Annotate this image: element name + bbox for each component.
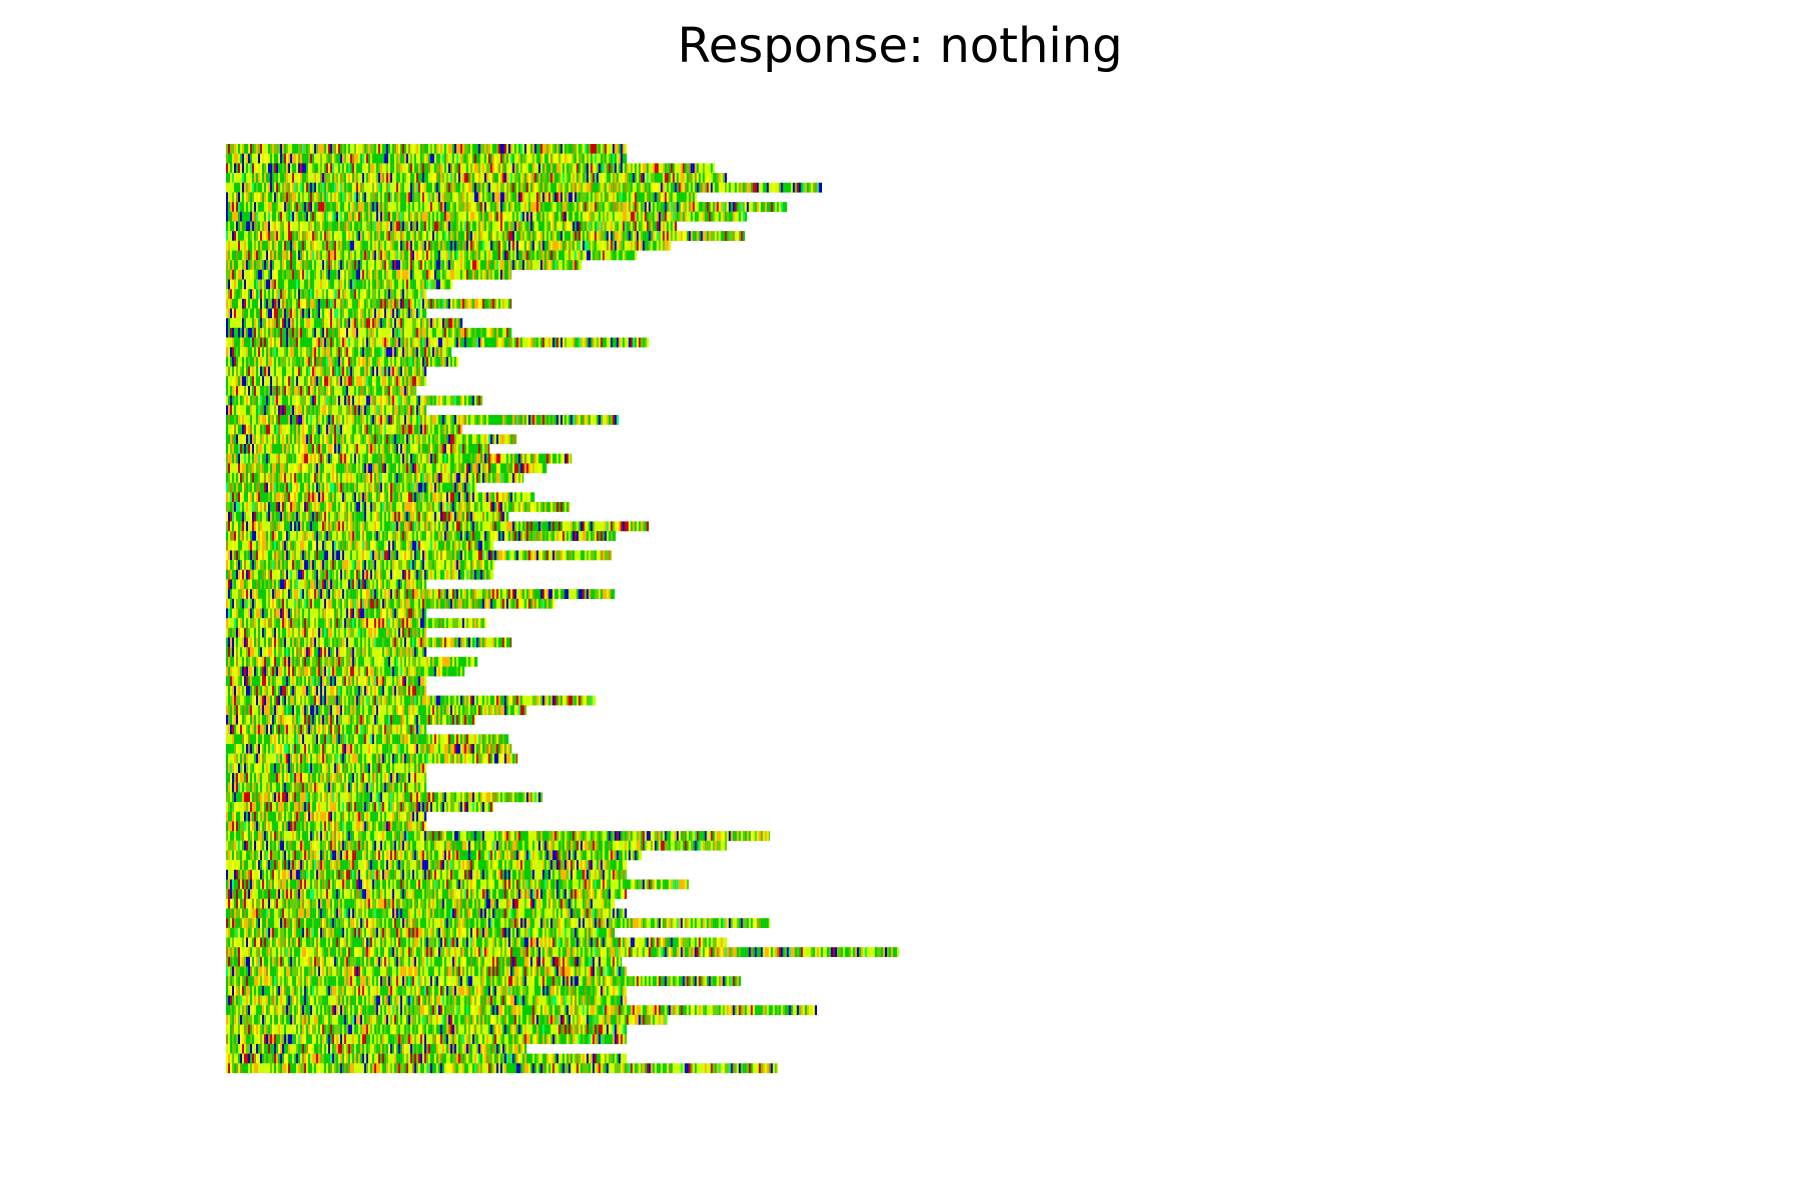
sequence-row-80 [226,908,627,919]
sequence-row-60 [226,714,476,725]
sequence-row-25 [226,376,427,387]
sequence-row-18 [226,308,427,319]
sequence-row-59 [226,705,527,716]
sequence-row-94 [226,1043,527,1054]
sequence-row-84 [226,947,900,958]
sequence-row-3 [226,163,715,174]
sequence-row-91 [226,1014,668,1025]
sequence-row-86 [226,966,627,977]
sequence-row-11 [226,240,671,251]
sequence-row-35 [226,473,524,483]
sequence-row-54 [226,656,478,667]
sequence-row-40 [226,521,649,532]
sequence-row-61 [226,724,427,735]
sequence-row-30 [226,424,463,435]
sequence-row-16 [226,289,427,299]
sequence-row-85 [226,956,622,967]
sequence-row-14 [226,269,512,280]
sequence-row-4 [226,173,727,183]
sequence-row-62 [226,734,509,745]
sequence-row-93 [226,1034,627,1045]
sequence-row-79 [226,898,615,909]
sequence-row-21 [226,337,649,348]
sequence-row-74 [226,850,642,861]
sequence-row-1 [226,144,627,154]
sequence-row-10 [226,231,745,241]
sequence-row-75 [226,860,627,870]
sequence-row-42 [226,540,494,551]
sequence-row-34 [226,463,547,474]
sequence-row-45 [226,569,494,580]
sequence-row-77 [226,879,689,890]
sequence-row-8 [226,211,747,222]
sequence-row-64 [226,753,518,764]
sequence-row-81 [226,918,770,928]
sequence-row-57 [226,685,427,696]
sequence-row-27 [226,395,483,406]
sequence-row-17 [226,298,512,309]
sequence-row-48 [226,598,555,609]
sequence-row-12 [226,250,637,261]
sequence-row-73 [226,840,727,851]
sequence-row-88 [226,985,627,996]
sequence-row-53 [226,647,427,658]
sequence-row-50 [226,618,487,629]
sequence-row-15 [226,279,453,290]
sequence-row-46 [226,579,427,590]
sequence-row-9 [226,221,677,232]
sequence-row-20 [226,327,512,338]
sequence-row-83 [226,937,727,948]
sequence-row-39 [226,511,509,522]
sequence-row-31 [226,434,517,445]
sequence-row-19 [226,318,463,329]
sequence-row-22 [226,347,452,358]
sequence-row-72 [226,831,770,841]
sequence-row-26 [226,385,417,396]
sequence-row-69 [226,802,494,812]
heatmap-rows [226,144,900,1074]
sequence-row-96 [226,1063,778,1074]
sequence-row-63 [226,743,512,754]
sequence-row-23 [226,356,459,367]
sequence-row-2 [226,153,627,164]
sequence-row-29 [226,414,619,425]
sequence-row-78 [226,889,627,899]
sequence-row-32 [226,443,490,454]
sequence-row-71 [226,821,427,832]
sequence-row-44 [226,560,495,570]
sequence-row-5 [226,182,822,193]
sequence-row-37 [226,492,535,503]
sequence-row-52 [226,637,512,648]
sequence-row-49 [226,608,427,619]
sequence-row-28 [226,405,427,416]
sequence-row-70 [226,811,427,822]
sequence-row-68 [226,792,543,803]
sequence-row-43 [226,550,612,561]
sequence-row-56 [226,676,427,687]
sequence-row-90 [226,1005,817,1016]
sequence-row-7 [226,202,787,212]
sequence-row-82 [226,927,615,938]
sequence-row-51 [226,627,427,638]
sequence-row-38 [226,502,570,512]
sequence-row-6 [226,192,697,203]
sequence-row-76 [226,869,627,880]
sequence-row-41 [226,531,616,541]
sequence-row-66 [226,773,427,783]
sequence-row-87 [226,976,741,987]
sequence-row-95 [226,1053,627,1064]
sequence-row-55 [226,666,465,677]
sequence-row-65 [226,763,427,774]
sequence-row-36 [226,482,477,493]
sequence-row-47 [226,589,615,599]
sequence-row-92 [226,1024,627,1035]
sequence-row-24 [226,366,427,377]
sequence-row-13 [226,260,582,270]
sequence-row-58 [226,695,596,706]
sequence-row-89 [226,995,627,1006]
sequence-row-33 [226,453,572,464]
sequence-row-67 [226,782,427,793]
chart-title: Response: nothing [677,18,1123,74]
